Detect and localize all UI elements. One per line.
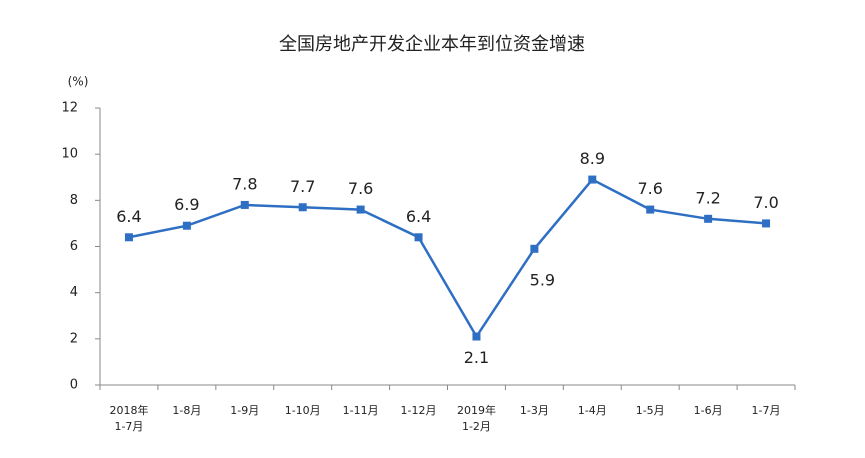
x-tick-label: 1-9月	[230, 404, 259, 417]
marker	[240, 200, 249, 209]
y-tick-label: 2	[70, 331, 78, 346]
chart-title: 全国房地产开发企业本年到位资金增速	[279, 34, 585, 55]
data-label: 6.9	[174, 195, 199, 214]
data-label: 8.9	[580, 149, 605, 168]
x-tick-label: 2019年 1-2月	[457, 403, 496, 433]
y-tick-label: 12	[61, 101, 78, 116]
data-label: 7.6	[348, 179, 373, 198]
data-label: 6.4	[406, 207, 431, 226]
marker	[762, 219, 771, 228]
marker	[704, 214, 713, 223]
data-label: 7.2	[695, 188, 720, 207]
x-tick-label: 1-10月	[285, 404, 321, 417]
marker	[124, 233, 133, 242]
data-label: 7.7	[290, 177, 315, 196]
x-tick-label: 1-11月	[343, 404, 379, 417]
data-label: 5.9	[530, 270, 555, 289]
x-tick-label: 1-8月	[172, 404, 201, 417]
y-tick-label: 0	[70, 378, 78, 393]
marker	[298, 203, 307, 212]
y-tick-label: 10	[61, 147, 78, 162]
marker	[414, 233, 423, 242]
line	[128, 177, 767, 339]
y-unit: (%)	[68, 75, 89, 89]
x-tick-label: 1-7月	[752, 404, 781, 417]
x-tick-label: 1-12月	[401, 404, 437, 417]
x-tick-label: 1-6月	[694, 404, 723, 417]
x-tick-label: 1-5月	[636, 404, 665, 417]
y-tick-label: 8	[70, 193, 78, 208]
y-tick-label: 4	[70, 285, 78, 300]
data-label: 2.1	[464, 348, 489, 367]
data-label: 6.4	[116, 207, 141, 226]
x-tick-label: 2018年 1-7月	[109, 403, 148, 433]
marker	[588, 175, 597, 184]
data-label: 7.8	[232, 174, 257, 193]
x-tick-label: 1-4月	[578, 404, 607, 417]
marker	[356, 205, 365, 214]
marker	[182, 221, 191, 230]
x-tick-label: 1-3月	[520, 404, 549, 417]
marker	[530, 244, 539, 253]
marker	[646, 205, 655, 214]
data-label: 7.6	[637, 179, 662, 198]
y-tick-label: 6	[70, 239, 78, 254]
marker	[472, 332, 481, 341]
data-label: 7.0	[753, 193, 778, 212]
